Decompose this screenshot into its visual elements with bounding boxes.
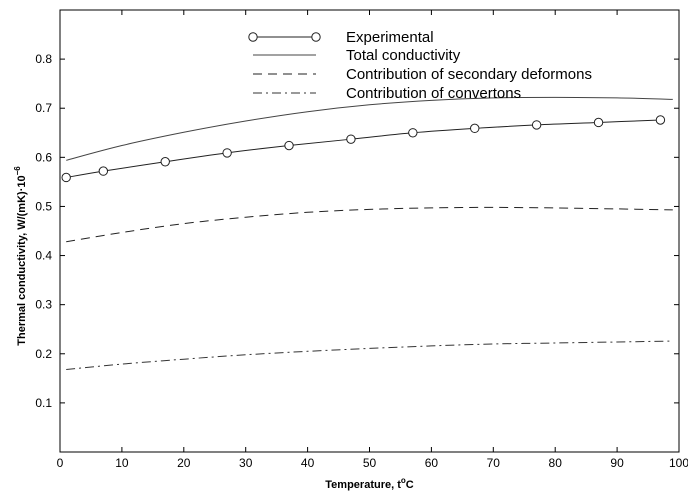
x-axis-title: Temperature, toC — [325, 476, 413, 491]
y-tick-label: 0.3 — [35, 298, 52, 312]
series-line-0 — [66, 119, 661, 178]
legend-label-0: Experimental — [346, 29, 434, 46]
y-tick-label: 0.4 — [35, 249, 52, 263]
series-layer — [61, 96, 673, 370]
x-tick-label: 100 — [669, 456, 688, 470]
x-tick-label: 40 — [301, 456, 315, 470]
axis-ticks: 0 10 20 30 40 50 60 70 80 90 100 0.1 0.2 0.3 0.4 0.5 0.6… — [35, 10, 688, 470]
y-tick-label: 0.7 — [35, 101, 52, 115]
experimental-point — [61, 172, 71, 183]
series-line-1 — [66, 96, 673, 161]
x-tick-label: 60 — [425, 456, 439, 470]
legend-label-1: Total conductivity — [346, 47, 461, 64]
x-tick-label: 90 — [610, 456, 624, 470]
legend-marker — [248, 32, 258, 42]
legend-label-2: Contribution of secondary deformons — [346, 66, 592, 83]
x-tick-label: 70 — [487, 456, 501, 470]
experimental-point — [346, 134, 356, 144]
x-tick-label: 30 — [239, 456, 253, 470]
x-tick-label: 20 — [177, 456, 191, 470]
legend-label-3: Contribution of convertons — [346, 85, 521, 102]
y-tick-label: 0.5 — [35, 199, 52, 213]
y-axis-title: Thermal conductivity, W/(mK)·10−6 — [13, 166, 28, 346]
series-line-2 — [66, 206, 673, 243]
x-tick-label: 0 — [57, 456, 64, 470]
experimental-point — [593, 117, 604, 128]
y-tick-label: 0.2 — [35, 347, 52, 361]
x-tick-label: 80 — [549, 456, 563, 470]
experimental-point — [98, 166, 109, 176]
y-tick-label: 0.1 — [35, 396, 52, 410]
series-line-3 — [66, 340, 673, 370]
experimental-point — [655, 115, 666, 125]
legend-marker — [311, 32, 321, 42]
experimental-point — [470, 123, 480, 134]
experimental-point — [284, 140, 294, 151]
y-tick-label: 0.8 — [35, 52, 52, 66]
experimental-point — [160, 157, 170, 167]
x-tick-label: 50 — [363, 456, 377, 470]
experimental-point — [408, 128, 418, 138]
y-tick-label: 0.6 — [35, 150, 52, 164]
experimental-point — [531, 120, 542, 130]
experimental-point — [222, 148, 232, 158]
x-tick-label: 10 — [115, 456, 129, 470]
